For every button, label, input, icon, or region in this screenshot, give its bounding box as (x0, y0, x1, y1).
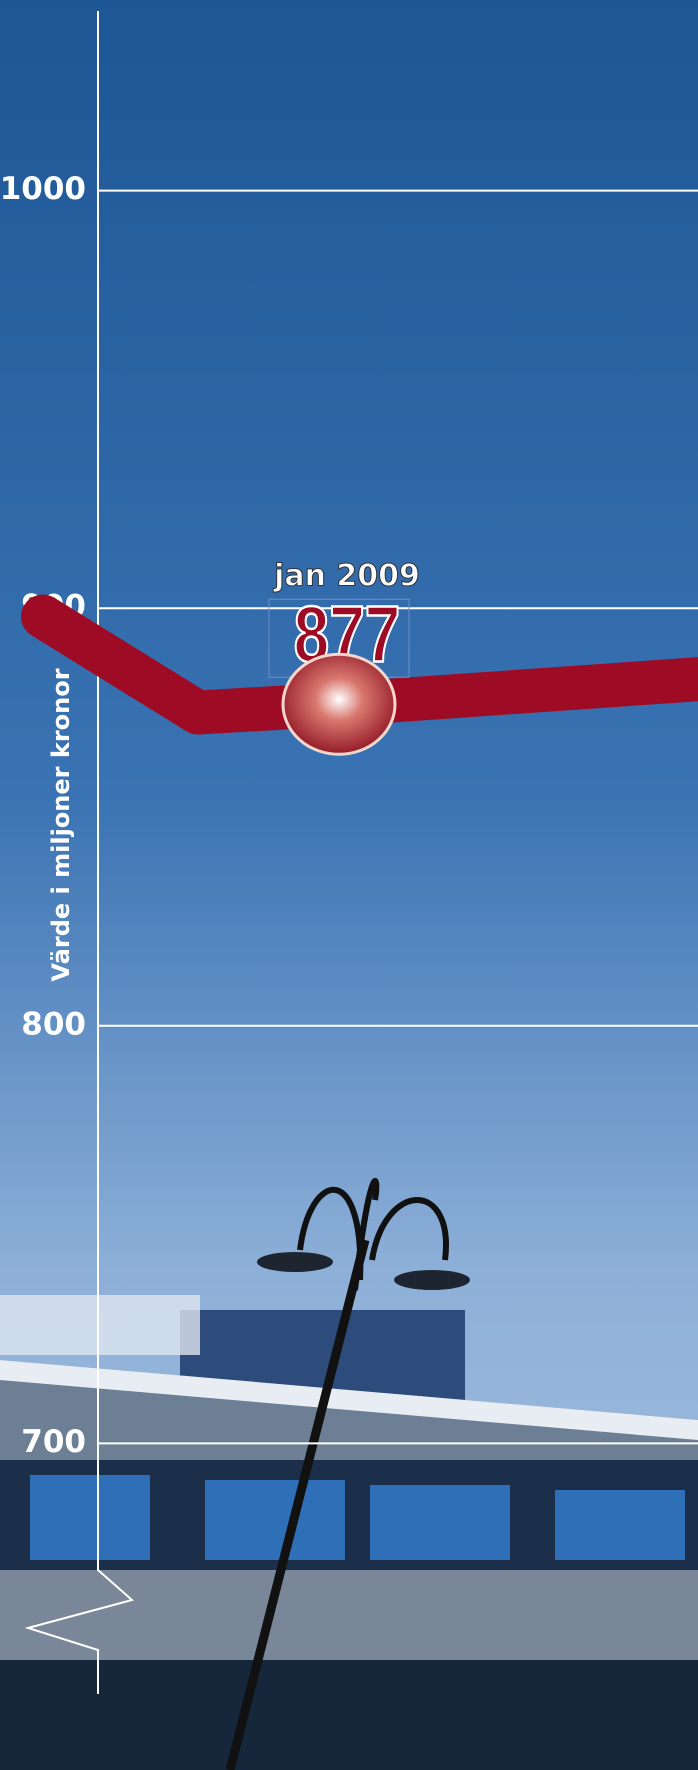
y-tick-label: 700 (21, 1424, 86, 1460)
y-tick-label: 1000 (0, 171, 86, 207)
y-axis-label: Värde i miljoner kronor (47, 668, 75, 981)
category-label: jan 2009 (273, 559, 420, 594)
data-marker (283, 654, 395, 754)
chart: Värde i miljoner kronor 7008009001000jan… (0, 0, 698, 1770)
y-tick-label: 800 (21, 1006, 86, 1042)
